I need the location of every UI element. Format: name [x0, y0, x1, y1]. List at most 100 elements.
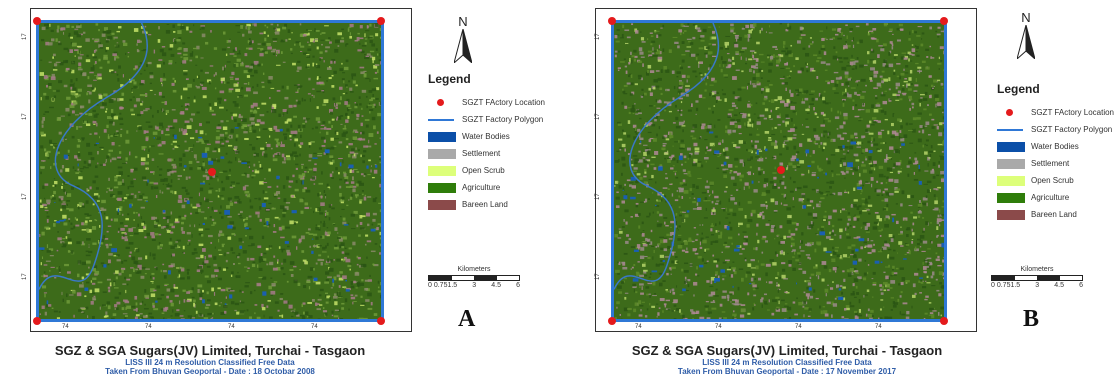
legend-item-label: SGZT Factory Polygon	[462, 115, 544, 124]
polygon-vertex	[608, 17, 616, 25]
legend-item-label: SGZT FActory Location	[1031, 108, 1114, 117]
polygon-vertex	[33, 17, 41, 25]
scale-number: 4.5	[491, 282, 501, 289]
legend-item: Water Bodies	[997, 138, 1114, 155]
longitude-tick: 74	[715, 324, 722, 330]
legend-item: Agriculture	[997, 189, 1114, 206]
legend-item: Agriculture	[428, 179, 545, 196]
longitude-tick: 74	[311, 324, 318, 330]
legend: Legend SGZT FActory Location SGZT Factory…	[997, 82, 1114, 223]
land-class-swatch	[428, 199, 456, 210]
legend-item: Bareen Land	[428, 196, 545, 213]
land-class-swatch	[428, 165, 456, 176]
legend-item-label: Water Bodies	[462, 132, 510, 141]
north-arrow-icon	[1016, 24, 1036, 61]
latitude-tick: 17	[595, 33, 601, 40]
longitude-tick: 74	[145, 324, 152, 330]
legend-item: Settlement	[997, 155, 1114, 172]
caption-source: LISS III 24 m Resolution Classified Free…	[125, 358, 295, 367]
scale-units: Kilometers	[457, 266, 491, 273]
legend-item: Settlement	[428, 145, 545, 162]
legend-item: Bareen Land	[997, 206, 1114, 223]
scale-number: 4.5	[1054, 282, 1064, 289]
legend-item: SGZT FActory Location	[428, 94, 545, 111]
legend-item-label: Open Scrub	[462, 166, 505, 175]
latitude-tick: 17	[22, 113, 28, 120]
map-panel-a: 74 74 74 74 17 17 17 17 N Legend SGZT FA…	[0, 0, 552, 388]
polygon-vertex	[940, 17, 948, 25]
scale-number: 6	[516, 282, 520, 289]
scale-number: 0 0.751.5	[428, 282, 458, 289]
legend-item-label: SGZT Factory Polygon	[1031, 125, 1113, 134]
longitude-tick: 74	[875, 324, 882, 330]
legend-item-label: Water Bodies	[1031, 142, 1079, 151]
caption-title: SGZ & SGA Sugars(JV) Limited, Turchai - …	[54, 343, 366, 358]
north-arrow: N	[1011, 10, 1041, 64]
latitude-tick: 17	[595, 193, 601, 200]
latitude-tick: 17	[22, 33, 28, 40]
legend-item: Open Scrub	[428, 162, 545, 179]
latitude-tick: 17	[595, 273, 601, 280]
polygon-vertex	[940, 317, 948, 325]
caption-date: Taken From Bhuvan Geoportal - Date : 18 …	[105, 367, 315, 376]
factory-location-marker	[208, 168, 216, 176]
legend-title: Legend	[428, 72, 471, 86]
scale-bar: Kilometers 0 0.751.5 3 4.5 6	[991, 266, 1083, 289]
scale-number: 0 0.751.5	[991, 282, 1021, 289]
land-class-swatch	[428, 131, 456, 142]
legend-item-label: Agriculture	[462, 183, 501, 192]
land-class-swatch	[428, 182, 456, 193]
legend-item: Water Bodies	[428, 128, 545, 145]
polygon-vertex	[377, 317, 385, 325]
north-label: N	[1021, 10, 1031, 25]
legend-list: SGZT FActory Location SGZT Factory Polygo…	[997, 104, 1114, 223]
scale-number: 3	[472, 282, 477, 289]
caption: SGZ & SGA Sugars(JV) Limited, Turchai - …	[20, 343, 400, 376]
scale-bar-graphic	[428, 275, 520, 281]
legend-item: SGZT Factory Polygon	[428, 111, 545, 128]
longitude-tick: 74	[635, 324, 642, 330]
land-use-raster	[39, 23, 381, 319]
longitude-tick: 74	[228, 324, 235, 330]
latitude-tick: 17	[22, 273, 28, 280]
longitude-tick: 74	[62, 324, 69, 330]
land-class-swatch	[428, 148, 456, 159]
scale-bar-graphic	[991, 275, 1083, 281]
polygon-vertex	[608, 317, 616, 325]
land-class-swatch	[997, 175, 1025, 186]
legend-item-label: Bareen Land	[462, 200, 508, 209]
polygon-vertex	[33, 317, 41, 325]
north-arrow: N	[448, 14, 478, 68]
caption-source: LISS III 24 m Resolution Classified Free…	[702, 358, 872, 367]
legend-item-label: Settlement	[462, 149, 501, 158]
legend-item: SGZT Factory Polygon	[997, 121, 1114, 138]
legend-item: Open Scrub	[997, 172, 1114, 189]
land-class-swatch	[997, 209, 1025, 220]
polygon-vertex	[377, 17, 385, 25]
scale-bar: Kilometers 0 0.751.5 3 4.5 6	[428, 266, 520, 289]
panel-letter: A	[458, 306, 476, 332]
land-class-swatch	[997, 192, 1025, 203]
scale-units: Kilometers	[1020, 266, 1054, 273]
legend-list: SGZT FActory Location SGZT Factory Polygo…	[428, 94, 545, 213]
scale-numbers: 0 0.751.5 3 4.5 6	[428, 282, 520, 289]
polygon-line-swatch	[428, 115, 456, 125]
polygon-line-swatch	[997, 125, 1025, 135]
scale-numbers: 0 0.751.5 3 4.5 6	[991, 282, 1083, 289]
map-panel-b: 74 74 74 74 17 17 17 17 N Legend SGZT FA…	[565, 0, 1117, 388]
legend-item-label: SGZT FActory Location	[462, 98, 545, 107]
legend-title: Legend	[997, 82, 1040, 96]
caption-title: SGZ & SGA Sugars(JV) Limited, Turchai - …	[631, 343, 943, 358]
scale-number: 3	[1035, 282, 1040, 289]
north-arrow-icon	[453, 28, 473, 65]
classified-map	[36, 20, 384, 322]
latitude-tick: 17	[595, 113, 601, 120]
land-class-swatch	[997, 158, 1025, 169]
caption: SGZ & SGA Sugars(JV) Limited, Turchai - …	[597, 343, 977, 376]
scale-number: 6	[1079, 282, 1083, 289]
factory-location-swatch	[997, 108, 1025, 118]
land-class-swatch	[997, 141, 1025, 152]
legend-item-label: Agriculture	[1031, 193, 1070, 202]
legend-item-label: Bareen Land	[1031, 210, 1077, 219]
latitude-tick: 17	[22, 193, 28, 200]
